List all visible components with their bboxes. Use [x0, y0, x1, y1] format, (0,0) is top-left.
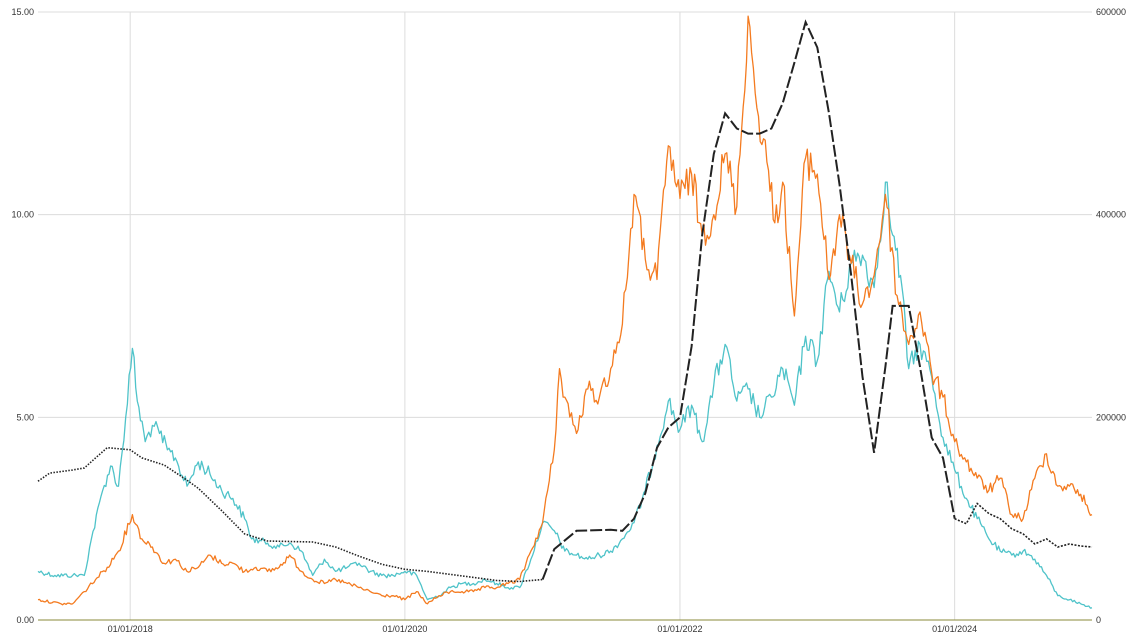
y-left-tick-label: 0.00 [16, 615, 34, 625]
y-right-tick-label: 200000 [1096, 412, 1126, 422]
series-line-right-axis-dashed [541, 19, 956, 580]
y-left-tick-label: 10.00 [11, 210, 34, 220]
x-tick-label: 01/01/2018 [108, 624, 153, 634]
y-right-tick-label: 400000 [1096, 210, 1126, 220]
y-left-tick-label: 15.00 [11, 7, 34, 17]
y-right-tick-label: 0 [1096, 615, 1101, 625]
x-tick-label: 01/01/2020 [382, 624, 427, 634]
grid-lines [38, 11, 1092, 620]
x-tick-label: 01/01/2022 [657, 624, 702, 634]
series-line-teal [37, 181, 1093, 609]
y-right-tick-label: 600000 [1096, 7, 1126, 17]
x-tick-label: 01/01/2024 [932, 624, 977, 634]
series-line-orange [37, 15, 1093, 606]
series-lines [37, 15, 1093, 609]
series-line-right-axis-dotted-late [954, 502, 1093, 548]
y-left-tick-label: 5.00 [16, 412, 34, 422]
axes: 0.00 5.00 10.00 15.00 0 200000 400000 600000 01/… [11, 7, 1126, 634]
series-line-right-axis-dotted [37, 446, 543, 583]
